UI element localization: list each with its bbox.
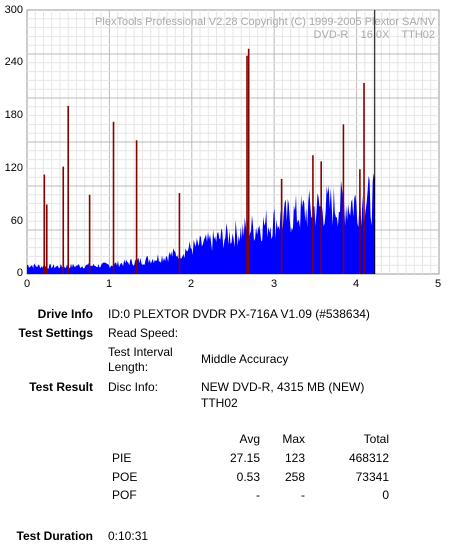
test-interval-value: Middle Accuracy (201, 352, 289, 366)
x-tick-4: 4 (353, 278, 360, 290)
disc-info-line2: TTH02 (201, 396, 238, 410)
x-tick-0: 0 (24, 278, 31, 290)
drive-info-label: Drive Info (37, 307, 93, 321)
results-row-poe-avg: 0.53 (236, 470, 260, 484)
results-row-poe-name: POE (112, 470, 138, 484)
results-row-pof-max: - (301, 488, 305, 502)
y-tick-60: 60 (10, 215, 23, 227)
x-tick-5: 5 (435, 278, 442, 290)
chart-marks (27, 48, 375, 274)
test-duration-value: 0:10:31 (108, 529, 149, 543)
results-header-avg: Avg (239, 432, 260, 446)
results-row-pof-avg: - (256, 488, 260, 502)
test-duration-label: Test Duration (16, 529, 93, 543)
y-tick-180: 180 (4, 109, 23, 121)
disc-info-line1: NEW DVD-R, 4315 MB (NEW) (201, 380, 365, 394)
test-interval-label-1: Test Interval (108, 345, 173, 359)
results-row-poe-total: 73341 (355, 470, 389, 484)
results-row-pie-total: 468312 (348, 451, 389, 465)
y-tick-120: 120 (4, 162, 23, 174)
chart-watermark-line1: PlexTools Professional V2.28 Copyright (… (95, 16, 436, 28)
y-tick-0: 0 (16, 267, 23, 279)
results-row-pie-avg: 27.15 (229, 451, 260, 465)
test-interval-label-2: Length: (108, 360, 149, 374)
grid (27, 10, 439, 274)
x-tick-1: 1 (106, 278, 113, 290)
results-row-pie-max: 123 (284, 451, 305, 465)
x-tick-2: 2 (188, 278, 195, 290)
results-row-poe-max: 258 (284, 470, 305, 484)
results-header-total: Total (363, 432, 389, 446)
results-row-pie-name: PIE (112, 451, 132, 465)
y-tick-300: 300 (4, 4, 23, 16)
disc-info-label: Disc Info: (108, 380, 159, 394)
y-tick-240: 240 (4, 56, 23, 68)
pie-series-area (27, 173, 375, 274)
read-speed-label: Read Speed: (108, 326, 179, 340)
pi-error-chart: PlexTools Professional V2.28 Copyright (… (26, 9, 440, 275)
results-row-pof-total: 0 (382, 488, 389, 502)
x-tick-3: 3 (271, 278, 278, 290)
test-result-label: Test Result (29, 380, 93, 394)
results-row-pof-name: POF (112, 488, 137, 502)
drive-info-value: ID:0 PLEXTOR DVDR PX-716A V1.09 (#538634… (108, 307, 370, 321)
test-settings-label: Test Settings (18, 326, 93, 340)
results-header-max: Max (282, 432, 305, 446)
